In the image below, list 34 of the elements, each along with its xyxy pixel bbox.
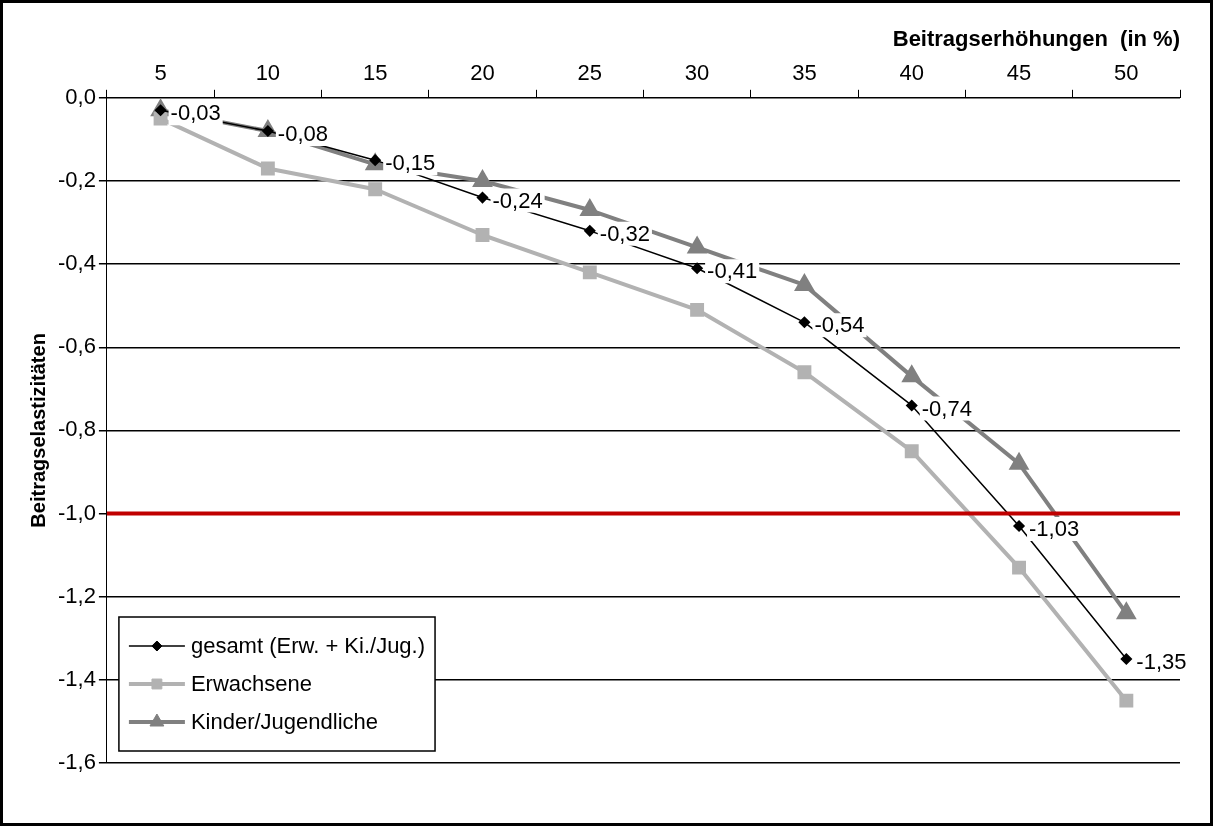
y-tick-label: -1,6: [57, 749, 96, 775]
y-tick-label: -1,2: [57, 582, 96, 608]
y-tick-label: -0,6: [57, 333, 96, 359]
data-label: -0,15: [385, 150, 436, 176]
y-tick-label: 0,0: [65, 83, 96, 109]
legend-label: Erwachsene: [190, 671, 312, 697]
x-tick-label: 30: [684, 59, 710, 85]
x-tick-label: 20: [470, 59, 495, 85]
x-tick-label: 40: [899, 59, 924, 85]
data-label: -0,03: [170, 100, 221, 126]
x-tick-label: 5: [154, 59, 167, 85]
y-tick-label: -0,2: [57, 167, 96, 193]
y-tick-label: -0,8: [57, 416, 96, 442]
y-tick-label: -1,4: [57, 665, 96, 691]
x-tick-label: 35: [792, 59, 817, 85]
data-label: -0,32: [599, 220, 650, 246]
data-label: -0,08: [277, 121, 329, 147]
data-label: -1,35: [1136, 649, 1187, 675]
data-label: -1,03: [1029, 516, 1080, 542]
x-tick-label: 50: [1114, 59, 1139, 85]
x-tick-label: 10: [255, 59, 281, 85]
data-label: -0,74: [921, 395, 972, 421]
data-label: -0,24: [492, 187, 543, 213]
y-tick-label: -1,0: [57, 499, 96, 525]
legend-label: Kinder/Jugendliche: [190, 709, 379, 735]
x-tick-label: 45: [1006, 59, 1032, 85]
x-axis-title: Beitragserhöhungen (in %): [892, 26, 1180, 52]
x-tick-label: 15: [362, 59, 388, 85]
data-label: -0,41: [707, 258, 758, 284]
y-axis-title: Beitragselastizitäten: [26, 333, 49, 528]
x-tick-label: 25: [577, 59, 603, 85]
y-tick-label: -0,4: [57, 250, 96, 276]
legend-label: gesamt (Erw. + Ki./Jug.): [190, 633, 426, 659]
data-label: -0,54: [814, 312, 865, 338]
